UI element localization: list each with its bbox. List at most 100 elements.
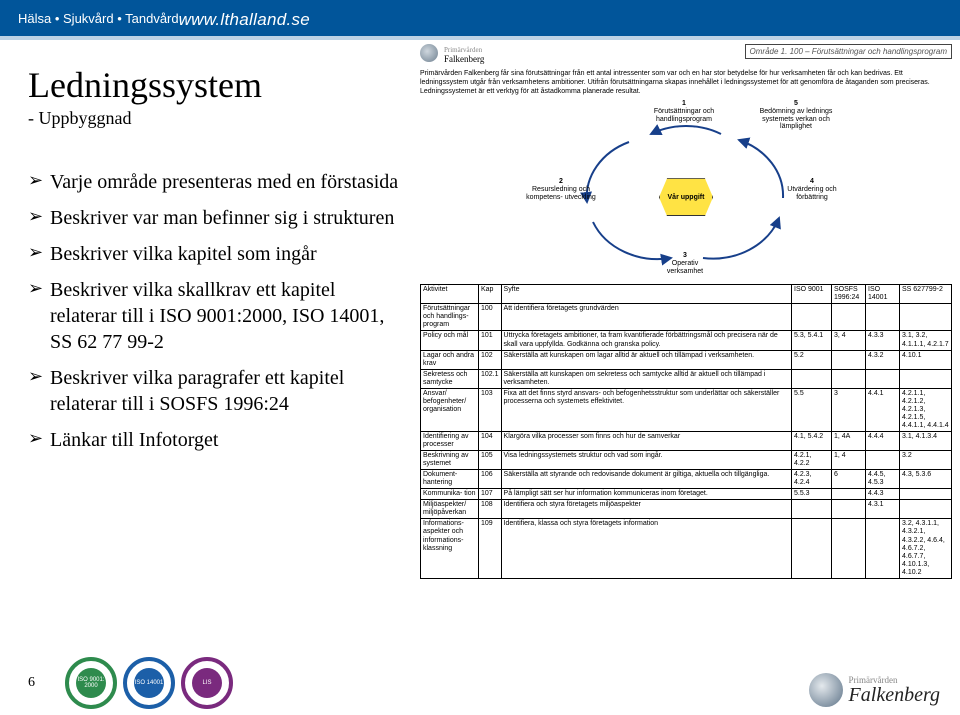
table-cell: [866, 369, 900, 388]
table-row: Förutsättningar och handlings- program10…: [421, 304, 952, 331]
table-cell: [832, 500, 866, 519]
table-cell: 5.3, 5.4.1: [792, 331, 832, 350]
center-hex: Vår uppgift: [659, 178, 713, 216]
table-cell: Förutsättningar och handlings- program: [421, 304, 479, 331]
th: ISO 9001: [792, 285, 832, 304]
table-cell: 4.3.2: [866, 350, 900, 369]
table-cell: 1, 4A: [832, 432, 866, 451]
table-cell: [900, 304, 952, 331]
table-cell: [792, 519, 832, 578]
node-4: 4Utvärdering och förbättring: [777, 178, 847, 201]
table-row: Kommunika- tion107På lämpligt sätt ser h…: [421, 489, 952, 500]
bullet-item: Varje område presenteras med en förstasi…: [28, 169, 406, 195]
intro-text: Primärvården Falkenberg får sina förutsä…: [420, 70, 952, 96]
table-cell: Säkerställa att kunskapen om lagar allti…: [501, 350, 791, 369]
cert-badge: ISO 14001: [123, 657, 175, 709]
table-cell: Uttrycka företagets ambitioner, ta fram …: [501, 331, 791, 350]
sphere-icon: [809, 673, 843, 707]
table-cell: 102: [479, 350, 502, 369]
table-cell: Kommunika- tion: [421, 489, 479, 500]
table-cell: 106: [479, 470, 502, 489]
table-cell: 3.1, 4.1.3.4: [900, 432, 952, 451]
brand-line2: Falkenberg: [849, 685, 940, 705]
node-5: 5Bedömning av lednings systemets verkan …: [753, 100, 839, 131]
table-row: Dokument- hantering106Säkerställa att st…: [421, 470, 952, 489]
bullet-item: Beskriver var man befinner sig i struktu…: [28, 205, 406, 231]
table-row: Miljöaspekter/ miljöpåverkan108Identifie…: [421, 500, 952, 519]
table-cell: 108: [479, 500, 502, 519]
table-header-row: Aktivitet Kap Syfte ISO 9001 SOSFS 1996:…: [421, 285, 952, 304]
table-cell: [792, 369, 832, 388]
bullet-item: Beskriver vilka skallkrav ett kapitel re…: [28, 277, 406, 355]
node-3: 3Operativ verksamhet: [655, 252, 715, 275]
table-cell: 101: [479, 331, 502, 350]
table-cell: [832, 519, 866, 578]
table-cell: Policy och mål: [421, 331, 479, 350]
banner-left: Hälsa • Sjukvård • Tandvård: [18, 11, 179, 26]
table-cell: 102.1: [479, 369, 502, 388]
th: SOSFS 1996:24: [832, 285, 866, 304]
table-cell: 3.2, 4.3.1.1, 4.3.2.1, 4.3.2.2, 4.6.4, 4…: [900, 519, 952, 578]
mini-header: Primärvården Falkenberg Område 1. 100 – …: [420, 44, 952, 64]
table-cell: Fixa att det finns styrd ansvars- och be…: [501, 388, 791, 431]
table-cell: 4.4.1: [866, 388, 900, 431]
table-cell: Informations- aspekter och informations-…: [421, 519, 479, 578]
th: SS 627799-2: [900, 285, 952, 304]
th: Aktivitet: [421, 285, 479, 304]
table-cell: 103: [479, 388, 502, 431]
mini-org2: Falkenberg: [444, 54, 484, 64]
th: Kap: [479, 285, 502, 304]
left-column: Ledningssystem - Uppbyggnad Varje område…: [0, 40, 420, 715]
reference-table: Aktivitet Kap Syfte ISO 9001 SOSFS 1996:…: [420, 284, 952, 579]
table-cell: 4.2.1, 4.2.2: [792, 451, 832, 470]
table-cell: [866, 519, 900, 578]
table-cell: 5.2: [792, 350, 832, 369]
table-cell: 4.3, 5.3.6: [900, 470, 952, 489]
table-cell: Miljöaspekter/ miljöpåverkan: [421, 500, 479, 519]
th: Syfte: [501, 285, 791, 304]
table-cell: 3.1, 3.2, 4.1.1.1, 4.2.1.7: [900, 331, 952, 350]
table-cell: 105: [479, 451, 502, 470]
table-row: Sekretess och samtycke102.1Säkerställa a…: [421, 369, 952, 388]
bullet-list: Varje område presenteras med en förstasi…: [28, 169, 406, 453]
node-2: 2Resursledning och kompetens- utveckling: [525, 178, 597, 201]
table-cell: [900, 489, 952, 500]
table-cell: Att identifiera företagets grundvärden: [501, 304, 791, 331]
table-cell: [866, 304, 900, 331]
table-cell: 4.10.1: [900, 350, 952, 369]
table-cell: 4.4.3: [866, 489, 900, 500]
table-cell: Sekretess och samtycke: [421, 369, 479, 388]
mini-org: Primärvården Falkenberg: [444, 44, 484, 64]
table-cell: Visa ledningssystemets struktur och vad …: [501, 451, 791, 470]
table-cell: Identifiering av processer: [421, 432, 479, 451]
table-cell: [900, 500, 952, 519]
table-cell: Lagar och andra krav: [421, 350, 479, 369]
cycle-diagram: 1Förutsättningar och handlingsprogram 2R…: [521, 100, 851, 280]
bullet-item: Beskriver vilka kapitel som ingår: [28, 241, 406, 267]
cert-badge: ISO 9001: 2000: [65, 657, 117, 709]
table-cell: Identifiera, klassa och styra företagets…: [501, 519, 791, 578]
table-cell: Säkerställa att styrande och redovisande…: [501, 470, 791, 489]
th: ISO 14001: [866, 285, 900, 304]
table-cell: 5.5: [792, 388, 832, 431]
table-cell: 5.5.3: [792, 489, 832, 500]
table-cell: [832, 369, 866, 388]
table-cell: På lämpligt sätt ser hur information kom…: [501, 489, 791, 500]
table-cell: Säkerställa att kunskapen om sekretess o…: [501, 369, 791, 388]
table-cell: 100: [479, 304, 502, 331]
table-cell: Beskrivning av systemet: [421, 451, 479, 470]
table-row: Beskrivning av systemet105Visa ledningss…: [421, 451, 952, 470]
page-number: 6: [28, 675, 35, 691]
table-row: Ansvar/ befogenheter/ organisation103Fix…: [421, 388, 952, 431]
table-body: Förutsättningar och handlings- program10…: [421, 304, 952, 578]
bullet-item: Länkar till Infotorget: [28, 427, 406, 453]
mini-org1: Primärvården: [444, 46, 482, 54]
table-cell: 109: [479, 519, 502, 578]
table-cell: 4.3.1: [866, 500, 900, 519]
table-cell: 1, 4: [832, 451, 866, 470]
cert-badge: LIS: [181, 657, 233, 709]
table-cell: [832, 489, 866, 500]
table-cell: 4.2.1.1, 4.2.1.2, 4.2.1.3, 4.2.1.5, 4.4.…: [900, 388, 952, 431]
page-subtitle: - Uppbyggnad: [28, 108, 406, 129]
table-cell: 4.4.4: [866, 432, 900, 451]
